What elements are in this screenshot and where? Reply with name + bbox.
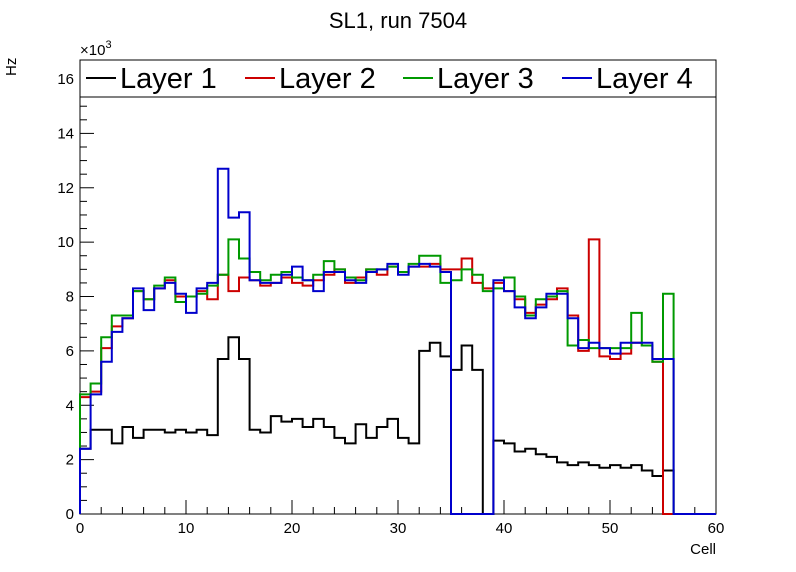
x-tick-label: 10 (178, 520, 195, 537)
x-tick-label: 50 (602, 520, 619, 537)
chart-title: SL1, run 7504 (329, 8, 467, 33)
y-tick-label: 8 (66, 289, 74, 306)
series-line-layer-1 (79, 336, 716, 515)
series-line-layer-3 (79, 238, 716, 515)
y-tick-label: 14 (57, 125, 74, 142)
axis-ticks: 0 10 20 30 40 50 60 0 2 4 6 8 10 12 14 16 (57, 64, 725, 537)
legend-label-layer-1: Layer 1 (120, 63, 217, 95)
y-exponent-power: 3 (105, 39, 111, 51)
y-exponent-base: ×10 (80, 42, 105, 59)
legend-label-layer-4: Layer 4 (596, 63, 693, 95)
series-line-layer-4 (79, 167, 716, 515)
x-tick-label: 60 (708, 520, 725, 537)
y-tick-label: 12 (57, 180, 74, 197)
x-axis-title: Cell (690, 541, 716, 558)
legend: Layer 1 Layer 2 Layer 3 Layer 4 (79, 59, 717, 98)
legend-box (79, 59, 717, 98)
x-tick-label: 30 (390, 520, 407, 537)
x-tick-label: 0 (76, 520, 84, 537)
y-tick-label: 6 (66, 343, 74, 360)
y-tick-label: 10 (57, 234, 74, 251)
y-tick-label: 2 (66, 452, 74, 469)
x-tick-label: 20 (284, 520, 301, 537)
y-exponent-label: ×103 (80, 39, 112, 59)
legend-label-layer-3: Layer 3 (437, 63, 534, 95)
y-tick-label: 16 (57, 71, 74, 88)
svg-text:×103: ×103 (80, 39, 112, 59)
y-tick-label: 4 (66, 397, 74, 414)
y-axis-title: Hz (3, 58, 20, 76)
x-tick-label: 40 (496, 520, 513, 537)
y-axis-label: Hz (3, 58, 20, 76)
y-tick-label: 0 (66, 506, 74, 523)
legend-label-layer-2: Layer 2 (279, 63, 376, 95)
series-lines (79, 167, 716, 515)
